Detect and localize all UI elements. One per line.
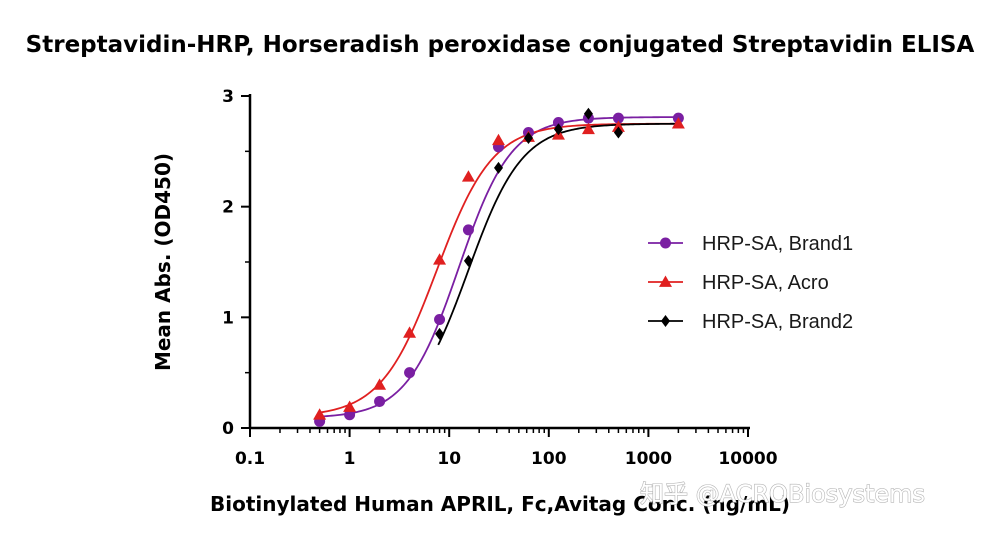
fit-curve xyxy=(437,122,679,346)
data-point xyxy=(493,161,503,174)
data-points xyxy=(313,107,685,427)
data-point xyxy=(403,326,417,338)
x-axis-label: Biotinylated Human APRIL, Fc,Avitag Conc… xyxy=(210,492,790,516)
data-point xyxy=(374,395,386,407)
data-point xyxy=(612,112,624,124)
data-point xyxy=(462,224,474,236)
data-point xyxy=(344,409,356,421)
x-tick-label: 10 xyxy=(437,449,461,469)
legend-label: HRP-SA, Acro xyxy=(702,272,829,294)
y-tick-label: 2 xyxy=(222,198,234,218)
data-point xyxy=(434,314,446,326)
y-tick-label: 1 xyxy=(222,308,234,328)
data-point xyxy=(463,254,473,267)
data-point xyxy=(583,107,593,120)
y-axis-label: Mean Abs. (OD450) xyxy=(151,153,175,371)
data-point xyxy=(581,122,595,135)
data-point xyxy=(433,253,447,265)
legend-marker xyxy=(661,315,670,327)
legend-marker xyxy=(660,237,671,249)
legend-label: HRP-SA, Brand1 xyxy=(702,233,853,255)
fit-curves xyxy=(318,116,679,418)
legend-label: HRP-SA, Brand2 xyxy=(702,311,853,333)
data-point xyxy=(343,400,357,412)
x-tick-label: 0.1 xyxy=(235,449,265,469)
data-point xyxy=(613,126,623,139)
x-tick-label: 100 xyxy=(531,449,567,469)
watermark-text: 知乎 @ACROBiosystems xyxy=(640,480,925,508)
legend: HRP-SA, Brand1 HRP-SA, Acro HRP-SA, Brand2 xyxy=(648,233,853,333)
x-tick-label: 10000 xyxy=(718,449,777,469)
data-point xyxy=(671,117,685,129)
data-point xyxy=(553,123,563,136)
y-tick-label: 3 xyxy=(222,87,234,107)
data-point xyxy=(435,327,445,340)
y-tick-label: 0 xyxy=(222,419,234,439)
legend-marker xyxy=(659,275,672,287)
data-point xyxy=(461,170,475,182)
x-tick-label: 1 xyxy=(344,449,356,469)
data-point xyxy=(404,367,416,379)
axes: 0.1 1 10 100 1000 10000 0 1 2 3 xyxy=(222,87,778,469)
data-point xyxy=(313,408,327,420)
data-point xyxy=(373,378,387,390)
data-point xyxy=(611,120,625,132)
fit-curve xyxy=(318,116,679,418)
data-point xyxy=(491,133,505,146)
data-point xyxy=(552,117,564,129)
data-point xyxy=(523,132,533,145)
chart-title: Streptavidin-HRP, Horseradish peroxidase… xyxy=(26,32,975,58)
x-tick-label: 1000 xyxy=(625,449,672,469)
